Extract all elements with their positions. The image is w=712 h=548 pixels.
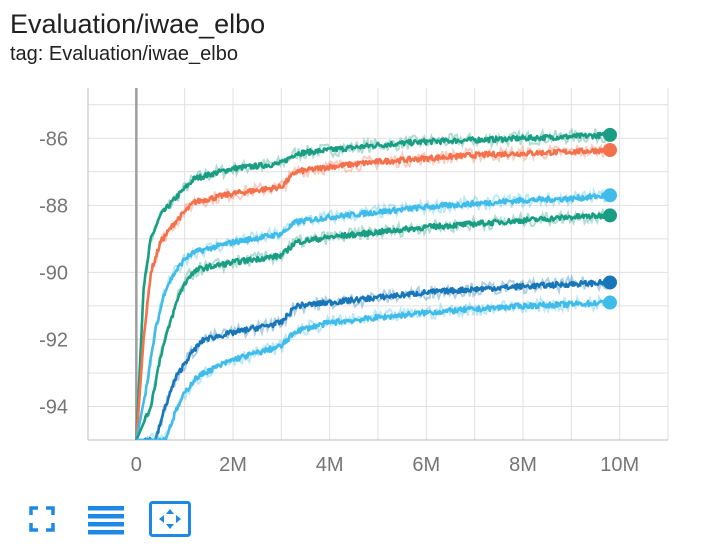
series-4-raw — [136, 273, 611, 440]
fullscreen-button[interactable] — [20, 498, 64, 540]
x-tick-label: 2M — [219, 454, 247, 476]
y-tick-label: -90 — [39, 262, 68, 284]
x-tick-label: 8M — [509, 454, 537, 476]
series-2-line — [135, 192, 611, 440]
series-endpoints — [603, 127, 617, 310]
series-2-endpoint — [603, 188, 617, 203]
series-0-endpoint — [603, 127, 617, 142]
data-table-button[interactable] — [84, 498, 128, 540]
x-tick-label: 0 — [131, 454, 142, 476]
x-tick-label: 6M — [412, 454, 440, 476]
series-1-line — [135, 146, 611, 440]
series-3-endpoint — [603, 208, 617, 223]
series-layer — [135, 127, 612, 440]
y-tick-label: -88 — [39, 195, 68, 217]
y-tick-label: -86 — [39, 128, 68, 150]
series-3-line — [135, 212, 612, 440]
data-table-icon — [88, 506, 124, 535]
series-4-line — [135, 278, 612, 440]
line-chart[interactable]: 0 2M 4M 6M 8M 10M -94 -92 -90 -88 -86 — [0, 80, 712, 492]
card-title: Evaluation/iwae_elbo — [10, 9, 266, 39]
series-0-line — [135, 131, 612, 440]
series-5-endpoint — [603, 295, 617, 310]
x-tick-label: 10M — [600, 454, 639, 476]
series-5-line — [135, 299, 612, 440]
series-1-endpoint — [603, 143, 617, 158]
y-tick-label: -94 — [39, 396, 68, 418]
series-4-endpoint — [603, 275, 617, 290]
card-tag: tag: Evaluation/iwae_elbo — [10, 43, 238, 65]
fit-domain-icon — [149, 501, 191, 537]
series-1-raw — [135, 143, 611, 440]
x-tick-label: 4M — [316, 454, 344, 476]
fit-domain-button[interactable] — [148, 498, 192, 540]
y-tick-label: -92 — [39, 329, 68, 351]
fullscreen-icon — [29, 506, 55, 532]
axes: 0 2M 4M 6M 8M 10M -94 -92 -90 -88 -86 — [39, 88, 668, 476]
